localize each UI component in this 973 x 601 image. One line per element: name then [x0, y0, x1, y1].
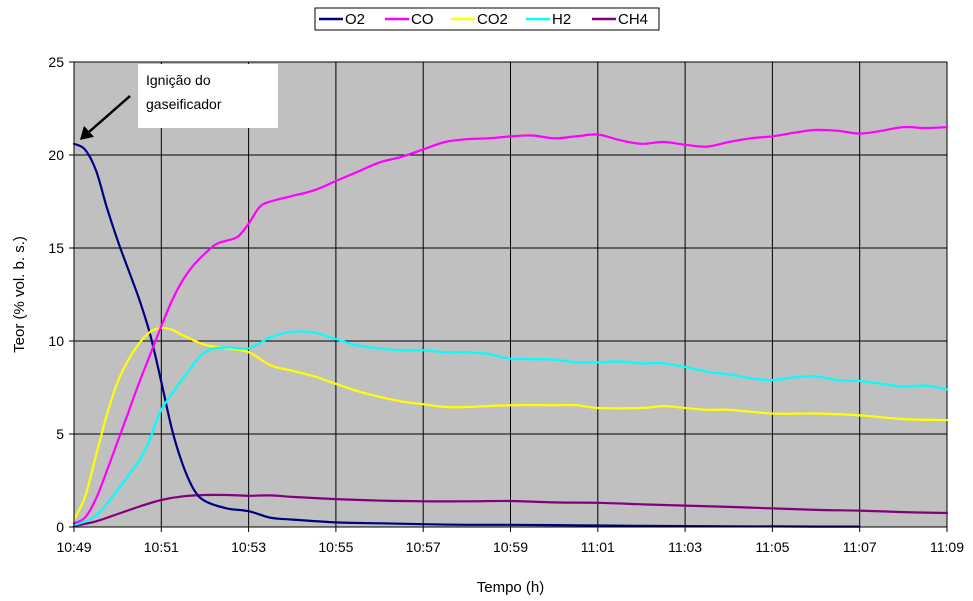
legend-label-h2: H2: [552, 11, 571, 28]
annotation-line-1: Ignição do: [146, 72, 211, 88]
legend-box: [314, 7, 660, 31]
annotation-box: [138, 64, 278, 128]
arrowhead-icon: [80, 125, 94, 140]
y-tick-label: 20: [48, 147, 64, 163]
axes: 0 5 10 15 20 25 10:49 10:51 10:53 10:55 10:57 10:59…: [48, 54, 964, 555]
series-line-co2: [72, 326, 949, 521]
x-tick-label: 11:01: [581, 539, 615, 555]
legend: O2 CO CO2 H2 CH4: [314, 7, 660, 31]
x-tick-label: 10:57: [406, 539, 441, 555]
x-tick-label: 10:53: [231, 539, 266, 555]
ignition-annotation: Ignição do gaseificador: [80, 64, 278, 140]
legend-label-co2: CO2: [477, 11, 508, 28]
x-tick-label: 10:55: [318, 539, 353, 555]
x-tick-label: 11:07: [843, 539, 877, 555]
x-tick-label: 11:05: [755, 539, 789, 555]
y-tick-label: 5: [56, 426, 64, 442]
series-line-o2: [72, 142, 861, 528]
legend-label-co: CO: [411, 11, 434, 28]
annotation-line-2: gaseificador: [146, 96, 222, 112]
series-line-h2: [72, 330, 949, 527]
y-tick-label: 25: [48, 54, 64, 70]
series-layer: [72, 125, 949, 528]
x-tick-label: 10:49: [56, 539, 91, 555]
y-tick-label: 10: [48, 333, 64, 349]
annotation-arrow: [87, 95, 131, 134]
y-axis-title: Teor (% vol. b. s.): [11, 236, 28, 353]
y-tick-label: 15: [48, 240, 64, 256]
legend-label-ch4: CH4: [618, 11, 648, 28]
x-tick-label: 11:03: [668, 539, 702, 555]
series-line-co: [72, 125, 949, 525]
x-tick-label: 10:59: [493, 539, 528, 555]
series-line-ch4: [72, 493, 949, 528]
x-axis-title: Tempo (h): [477, 579, 545, 596]
x-tick-label: 10:51: [144, 539, 179, 555]
y-tick-label: 0: [56, 519, 64, 535]
legend-label-o2: O2: [345, 11, 365, 28]
x-tick-label: 11:09: [930, 539, 964, 555]
